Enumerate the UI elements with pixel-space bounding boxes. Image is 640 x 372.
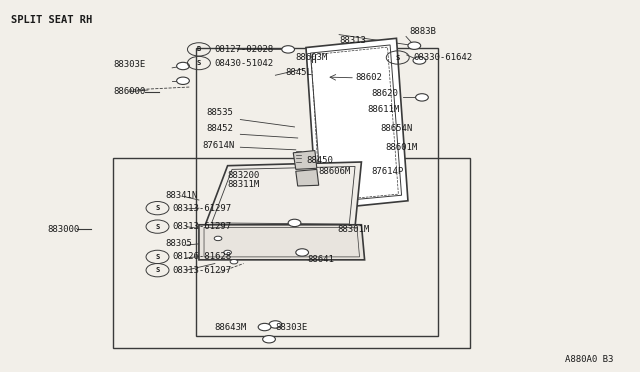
Circle shape: [258, 323, 271, 331]
Text: 88654N: 88654N: [381, 124, 413, 133]
Text: 88606M: 88606M: [319, 167, 351, 176]
Text: 88341N: 88341N: [166, 191, 198, 200]
Text: 88305: 88305: [166, 239, 193, 248]
Text: 8883B: 8883B: [409, 27, 436, 36]
Circle shape: [177, 77, 189, 84]
Text: 8845L: 8845L: [285, 68, 312, 77]
Text: A880A0 B3: A880A0 B3: [564, 355, 613, 364]
Bar: [113, 158, 470, 349]
Polygon shape: [306, 38, 408, 210]
Polygon shape: [199, 225, 365, 260]
Circle shape: [296, 249, 308, 256]
Text: S: S: [156, 254, 159, 260]
Text: 88301M: 88301M: [338, 225, 370, 234]
Text: 87614N: 87614N: [203, 141, 235, 150]
Text: 08313-61297: 08313-61297: [173, 266, 232, 275]
Text: S: S: [156, 224, 159, 230]
Text: 88313: 88313: [339, 36, 366, 45]
Text: S: S: [197, 60, 201, 66]
Circle shape: [415, 94, 428, 101]
Text: 08330-61642: 08330-61642: [413, 53, 472, 62]
Text: 88450: 88450: [306, 156, 333, 166]
Text: S: S: [156, 267, 159, 273]
Text: 88620: 88620: [371, 89, 398, 98]
Text: 88303E: 88303E: [113, 60, 145, 69]
Text: 88601M: 88601M: [385, 144, 417, 153]
Text: 886000: 886000: [113, 87, 145, 96]
Text: 883200: 883200: [228, 171, 260, 180]
Text: 88535: 88535: [207, 108, 234, 117]
Circle shape: [269, 321, 282, 328]
Text: 88641: 88641: [307, 255, 334, 264]
Text: S: S: [396, 55, 400, 61]
Circle shape: [214, 236, 222, 241]
Circle shape: [288, 219, 301, 227]
Circle shape: [262, 336, 275, 343]
Polygon shape: [205, 162, 362, 227]
Text: 88303E: 88303E: [275, 323, 308, 331]
Text: 88602: 88602: [355, 73, 382, 82]
Text: 08313-61297: 08313-61297: [173, 203, 232, 213]
Circle shape: [224, 250, 232, 255]
Text: 883000: 883000: [47, 225, 79, 234]
Text: 88452: 88452: [207, 124, 234, 133]
Text: 08430-51042: 08430-51042: [214, 58, 273, 68]
Text: SPLIT SEAT RH: SPLIT SEAT RH: [11, 15, 92, 25]
Text: 88311M: 88311M: [228, 180, 260, 189]
Text: 08126-81628: 08126-81628: [173, 252, 232, 262]
Text: B: B: [197, 46, 201, 52]
Text: 08313-61297: 08313-61297: [173, 222, 232, 231]
Circle shape: [177, 62, 189, 70]
Text: 88611M: 88611M: [368, 105, 400, 115]
Text: 88643M: 88643M: [215, 323, 247, 331]
Text: 87614P: 87614P: [371, 167, 403, 176]
Polygon shape: [296, 169, 319, 186]
Circle shape: [408, 42, 420, 49]
Text: 08127-02028: 08127-02028: [214, 45, 273, 54]
Polygon shape: [293, 151, 317, 169]
Text: S: S: [156, 205, 159, 211]
Circle shape: [413, 57, 426, 64]
Circle shape: [282, 46, 294, 53]
Circle shape: [230, 260, 238, 264]
Bar: [196, 48, 438, 336]
Text: 88603M: 88603M: [296, 53, 328, 62]
